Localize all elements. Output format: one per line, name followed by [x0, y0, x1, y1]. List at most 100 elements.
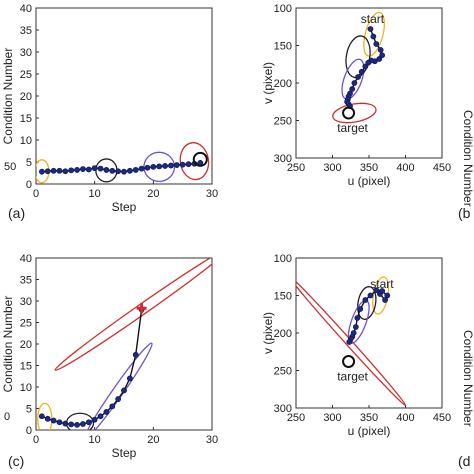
y-tick-label: 5 [26, 404, 32, 416]
uncertainty-ellipse [357, 286, 377, 320]
data-point [44, 168, 51, 175]
x-tick-label: 400 [396, 412, 414, 424]
y-tick-label: 25 [20, 69, 32, 81]
data-point [355, 74, 361, 80]
data-point [38, 168, 45, 175]
data-point [357, 306, 364, 312]
y-tick-label: 25 [20, 318, 32, 330]
data-point [367, 26, 374, 32]
data-point [156, 163, 163, 170]
target-marker [342, 106, 356, 120]
left-edge-tick-a: 50 [4, 161, 16, 173]
data-point [50, 167, 57, 174]
x-tick-label: 30 [206, 434, 218, 446]
data-point [132, 167, 139, 173]
y-axis-label: v (pixel) [261, 62, 275, 104]
y-tick-label: 10 [20, 135, 32, 147]
uncertainty-ellipse [332, 102, 377, 124]
data-point [91, 165, 98, 172]
data-point [373, 287, 380, 294]
panel-label: (b [458, 205, 471, 221]
data-point [56, 167, 63, 174]
data-point [103, 409, 110, 415]
data-point [109, 403, 116, 410]
target-label: target [337, 121, 368, 135]
data-point [91, 416, 98, 423]
x-tick-label: 450 [433, 162, 451, 174]
y-tick-label: 40 [20, 253, 32, 265]
x-tick-label: 250 [287, 162, 305, 174]
data-point [74, 167, 80, 173]
data-point [379, 52, 386, 59]
data-point [126, 375, 133, 382]
y-tick-label: 300 [274, 403, 292, 415]
uncertainty-ellipse [54, 258, 212, 371]
x-tick-label: 300 [323, 162, 341, 174]
x-tick-label: 450 [433, 412, 451, 424]
data-point [367, 292, 374, 299]
end-marker [192, 151, 208, 167]
y-tick-label: 35 [20, 275, 32, 287]
data-point [373, 41, 380, 47]
data-layer [296, 274, 407, 407]
data-point [97, 165, 104, 172]
y-tick-label: 35 [20, 25, 32, 37]
x-tick-label: 10 [89, 188, 101, 200]
y-axis-label: Condition Number [1, 48, 15, 145]
panel-label: (d [458, 453, 470, 469]
data-point [365, 59, 372, 66]
data-point [44, 415, 51, 422]
data-point [173, 162, 180, 168]
y-tick-label: 40 [20, 3, 32, 15]
panel-c: 0 10 20 30 0 5 10 15 20 25 30 35 40 Step Condition Num… [1, 253, 218, 469]
data-point [162, 163, 168, 169]
data-point [352, 324, 359, 330]
y-tick-label: 150 [274, 41, 292, 53]
x-tick-label: 0 [33, 434, 39, 446]
y-tick-label: 20 [20, 91, 32, 103]
x-tick-label: 30 [206, 188, 218, 200]
y-tick-label: 0 [26, 179, 32, 191]
data-point [80, 166, 86, 172]
data-point [80, 421, 86, 427]
y-tick-label: 20 [20, 339, 32, 351]
data-point [115, 168, 122, 175]
data-point [362, 63, 369, 70]
data-point [74, 421, 80, 428]
right-edge-label-d: Condition Number [461, 330, 474, 427]
data-point [68, 421, 75, 428]
target-marker [342, 355, 356, 368]
y-tick-label: 15 [20, 361, 32, 373]
uncertainty-ellipse [341, 58, 365, 100]
start-label: start [370, 277, 394, 291]
end-marker [136, 303, 147, 314]
data-point [379, 288, 386, 294]
x-axis-label: u (pixel) [348, 174, 391, 188]
y-tick-label: 0 [26, 425, 32, 437]
x-tick-label: 250 [287, 412, 305, 424]
data-point [150, 163, 157, 170]
x-tick-label: 10 [89, 434, 101, 446]
data-point [121, 168, 127, 175]
x-tick-label: 350 [360, 162, 378, 174]
x-tick-label: 20 [147, 434, 159, 446]
start-label: start [361, 12, 385, 26]
data-point [68, 167, 75, 174]
y-tick-label: 250 [274, 366, 292, 378]
x-axis-label: u (pixel) [348, 424, 391, 438]
x-tick-label: 400 [396, 162, 414, 174]
data-point [358, 68, 365, 75]
plot-area [35, 7, 213, 185]
y-axis-label: Condition Number [1, 296, 15, 393]
y-tick-label: 30 [20, 47, 32, 59]
y-tick-label: 5 [26, 157, 32, 169]
data-point [62, 168, 69, 175]
data-point [138, 165, 145, 172]
x-tick-label: 350 [360, 412, 378, 424]
data-point [109, 167, 116, 174]
data-layer [332, 11, 386, 124]
data-point [103, 167, 110, 173]
data-point [56, 419, 63, 426]
